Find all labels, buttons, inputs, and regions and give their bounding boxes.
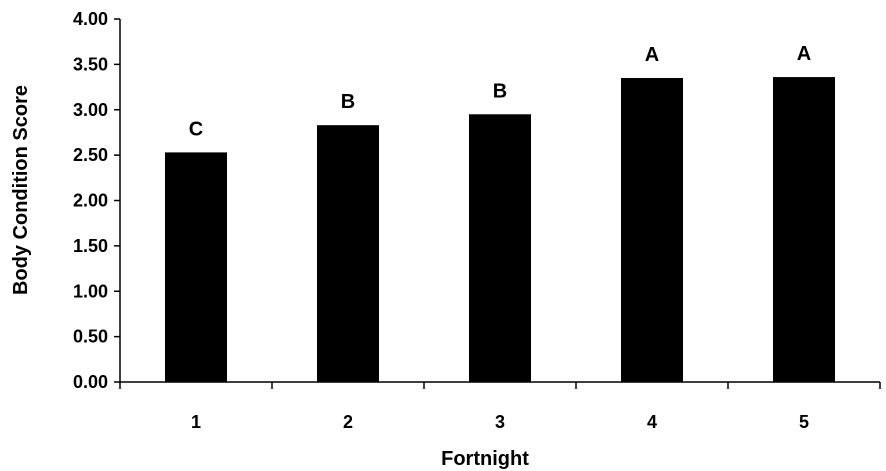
y-tick-label: 0.50 [73,327,108,347]
y-tick-label: 0.00 [73,372,108,392]
bar [317,125,379,383]
x-axis-title: Fortnight [441,448,529,470]
bars [165,77,835,383]
bar-significance-label: B [493,80,507,102]
y-tick-label: 4.00 [73,9,108,29]
bar [469,114,531,382]
bar-significance-label: A [797,43,811,65]
bar-significance-label: C [189,118,203,140]
y-axis-ticks: 0.00 0.50 1.00 1.50 2.00 2.50 3.00 3.50 4.00 [73,9,120,392]
y-tick-label: 2.00 [73,191,108,211]
y-tick-label: 1.50 [73,236,108,256]
x-tick-label: 4 [647,412,657,432]
x-tick-label: 1 [191,412,201,432]
x-tick-label: 2 [343,412,353,432]
y-axis-title: Body Condition Score [10,85,32,295]
x-tick-label: 5 [799,412,809,432]
x-tick-label: 3 [495,412,505,432]
bar-significance-label: A [645,44,659,66]
bar-significance-labels: C B B A A [189,43,811,140]
y-tick-label: 3.00 [73,100,108,120]
y-tick-label: 2.50 [73,145,108,165]
y-tick-label: 3.50 [73,54,108,74]
bar [165,152,227,382]
y-tick-label: 1.00 [73,281,108,301]
bar [621,77,683,383]
bar-significance-label: B [341,91,355,113]
bar [773,77,835,382]
x-axis-ticks: 1 2 3 4 5 [119,382,881,432]
